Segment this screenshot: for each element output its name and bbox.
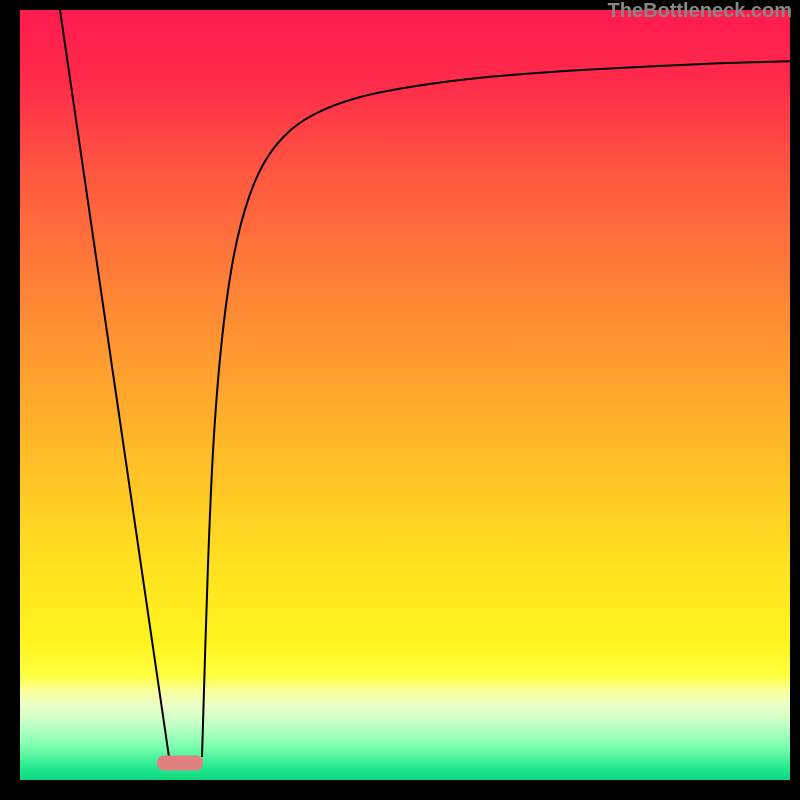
chart-background-gradient — [20, 10, 790, 780]
valley-marker — [157, 756, 203, 771]
watermark-text: TheBottleneck.com — [608, 0, 792, 23]
chart-svg — [0, 0, 800, 800]
chart-container: TheBottleneck.com — [0, 0, 800, 800]
